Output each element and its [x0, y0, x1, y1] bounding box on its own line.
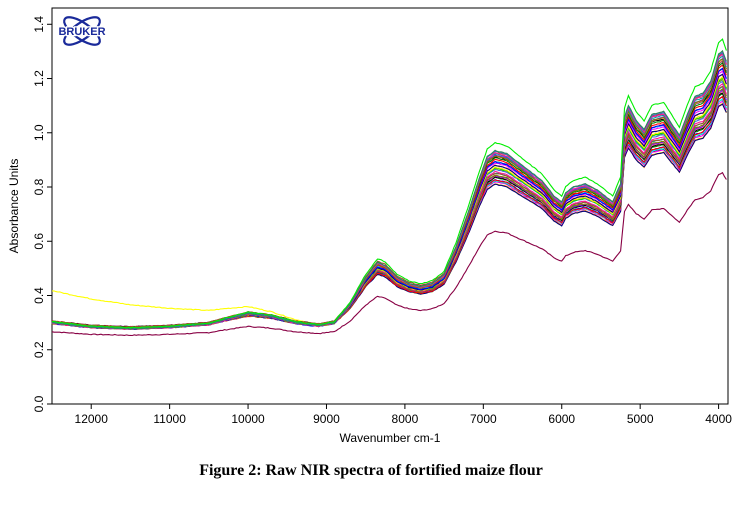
x-axis-title: Wavenumber cm-1 [340, 431, 441, 445]
y-tick-label: 0.8 [32, 178, 46, 195]
y-axis-title: Absorbance Units [7, 159, 21, 254]
y-tick-label: 0.6 [32, 233, 46, 250]
x-tick-label: 5000 [627, 412, 654, 426]
figure-caption: Figure 2: Raw NIR spectra of fortified m… [199, 462, 543, 479]
axes: 12000 11000 10000 9000 8000 7000 6000 5000 4000 0… [7, 16, 732, 445]
logo-orbit-1 [63, 16, 101, 46]
x-tick-label: 9000 [313, 412, 340, 426]
spectra-series-group [51, 38, 727, 337]
spectrum-line [51, 171, 727, 337]
x-tick-label: 8000 [392, 412, 419, 426]
y-tick-label: 0.4 [32, 287, 46, 304]
spectra-chart: 12000 11000 10000 9000 8000 7000 6000 5000 4000 0… [7, 7, 732, 445]
plot-frame [51, 7, 729, 405]
x-tick-label: 7000 [470, 412, 497, 426]
y-tick-label: 0.2 [32, 341, 46, 358]
logo-text: BRUKER [58, 26, 105, 38]
y-tick-label: 1.4 [32, 16, 46, 33]
logo-orbit-2 [63, 16, 101, 46]
y-tick-label: 1.2 [32, 70, 46, 87]
y-tick-label: 0.0 [32, 395, 46, 412]
x-tick-label: 12000 [75, 412, 109, 426]
y-tick-label: 1.0 [32, 124, 46, 141]
x-tick-label: 11000 [153, 412, 186, 426]
x-tick-label: 10000 [231, 412, 265, 426]
spectrum-line [51, 49, 727, 330]
spectrum-line [51, 38, 727, 329]
bruker-logo: BRUKER [57, 16, 107, 46]
x-tick-label: 4000 [705, 412, 732, 426]
x-tick-label: 6000 [548, 412, 575, 426]
